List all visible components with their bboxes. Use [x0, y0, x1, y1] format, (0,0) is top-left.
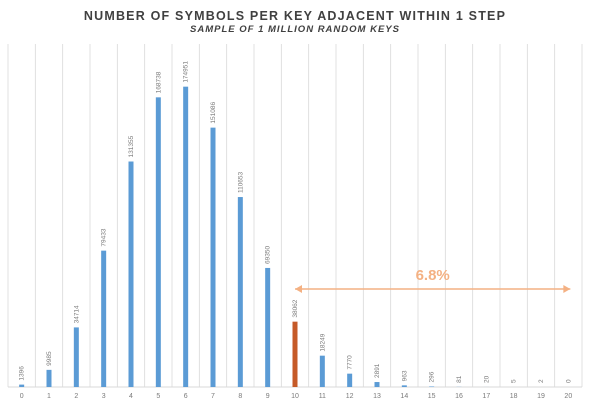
bar: [73, 327, 79, 387]
annotation-arrow-head-left: [295, 285, 302, 293]
x-tick-label: 1: [47, 393, 51, 400]
bar-value-label: 296: [429, 371, 436, 382]
bar-value-label: 963: [401, 370, 408, 381]
x-tick-label: 13: [373, 393, 381, 400]
bar: [265, 267, 271, 387]
bar-value-label: 79433: [101, 228, 108, 246]
bar-value-label: 2: [538, 379, 545, 383]
bar: [101, 250, 107, 387]
bar: [237, 197, 243, 387]
bar-value-label: 174951: [183, 61, 190, 83]
bar-value-label: 81: [456, 375, 463, 383]
bar: [128, 161, 134, 387]
bar-value-label: 18249: [319, 333, 326, 351]
x-tick-label: 14: [400, 393, 408, 400]
chart-title: NUMBER OF SYMBOLS PER KEY ADJACENT WITHI…: [83, 9, 507, 23]
chart-subtitle: SAMPLE OF 1 MILLION RANDOM KEYS: [190, 24, 400, 35]
bar-value-label: 2891: [374, 363, 381, 378]
x-tick-label: 19: [537, 393, 545, 400]
x-tick-label: 5: [156, 393, 160, 400]
bar-value-label: 9985: [46, 351, 53, 366]
bar-value-label: 20: [483, 375, 490, 383]
bar-value-label: 69350: [265, 245, 272, 263]
bar-value-label: 1396: [19, 366, 26, 381]
bar: [19, 384, 25, 387]
annotation-arrow-head-right: [563, 285, 571, 293]
bar: [155, 97, 161, 387]
x-tick-label: 0: [20, 393, 24, 400]
x-tick-label: 18: [510, 393, 518, 400]
bar-value-label: 131355: [128, 135, 135, 157]
bar-value-label: 34714: [73, 305, 80, 323]
bar: [292, 321, 298, 387]
bar-value-label: 0: [565, 379, 572, 383]
x-tick-label: 7: [211, 393, 215, 400]
x-tick-label: 9: [266, 393, 270, 400]
bar: [429, 386, 435, 387]
x-tick-label: 12: [346, 393, 354, 400]
bar: [319, 355, 325, 387]
x-tick-label: 3: [102, 393, 106, 400]
x-tick-label: 11: [319, 393, 326, 400]
annotation-label: 6.8%: [416, 267, 450, 284]
bar-value-label: 5: [511, 379, 518, 383]
x-tick-label: 15: [428, 393, 436, 400]
bar: [46, 369, 52, 387]
bar-value-label: 168738: [155, 71, 162, 93]
x-tick-label: 2: [74, 393, 78, 400]
bar: [183, 86, 189, 387]
bar-value-label: 151086: [210, 102, 217, 124]
bar: [210, 127, 216, 388]
bar-value-label: 110653: [237, 171, 244, 193]
bar-value-label: 38062: [292, 299, 299, 317]
x-tick-label: 17: [482, 393, 490, 400]
x-tick-label: 8: [238, 393, 242, 400]
x-tick-label: 20: [564, 393, 572, 400]
bar: [347, 373, 353, 387]
bar: [401, 385, 407, 387]
x-tick-label: 4: [129, 393, 133, 400]
x-tick-label: 16: [455, 393, 463, 400]
x-tick-label: 10: [291, 393, 299, 400]
bar: [374, 382, 380, 387]
x-tick-label: 6: [184, 393, 188, 400]
bar-value-label: 7770: [347, 355, 354, 370]
